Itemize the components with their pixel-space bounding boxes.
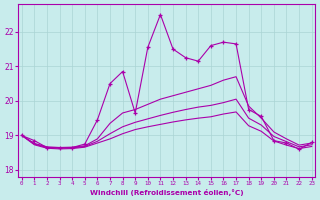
X-axis label: Windchill (Refroidissement éolien,°C): Windchill (Refroidissement éolien,°C) xyxy=(90,189,244,196)
